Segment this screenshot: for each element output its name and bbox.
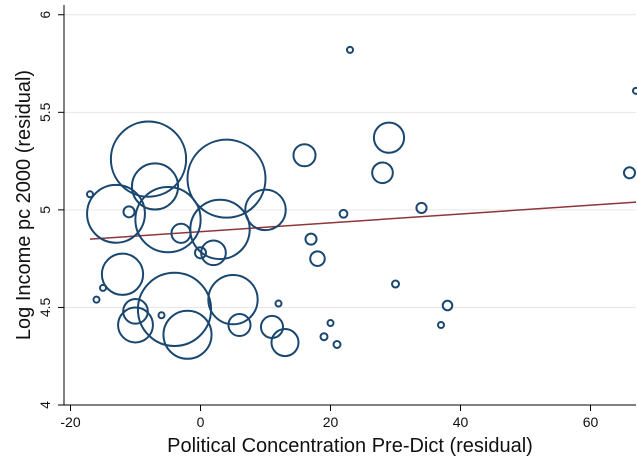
data-point <box>86 183 146 244</box>
data-point <box>92 295 101 304</box>
y-tick-label: 6 <box>37 11 53 19</box>
data-point <box>441 299 454 312</box>
data-point <box>134 186 202 254</box>
data-point <box>622 166 637 180</box>
data-point <box>244 188 287 232</box>
x-tick-label: 60 <box>583 414 599 430</box>
data-point <box>259 314 285 339</box>
data-point <box>326 319 335 328</box>
data-point <box>437 321 445 329</box>
data-point <box>162 309 213 360</box>
data-point <box>270 328 300 358</box>
x-axis-title: Political Concentration Pre-Dict (residu… <box>167 435 533 457</box>
data-point <box>227 312 252 338</box>
x-tick-label: -20 <box>60 414 80 430</box>
x-tick-label: 0 <box>197 414 205 430</box>
data-point <box>309 250 326 267</box>
data-point <box>157 311 166 320</box>
data-point <box>332 340 342 350</box>
data-point <box>632 86 637 95</box>
data-point <box>200 239 227 267</box>
y-tick-label: 5.5 <box>37 102 53 122</box>
data-point <box>338 208 349 219</box>
data-point <box>371 161 394 185</box>
data-point <box>109 120 188 198</box>
data-point <box>117 306 154 344</box>
y-tick-label: 5 <box>37 206 53 214</box>
data-point <box>193 246 208 260</box>
data-point <box>207 273 259 326</box>
data-point <box>319 332 329 342</box>
data-point <box>274 299 283 308</box>
data-point <box>372 121 406 154</box>
data-points <box>86 45 637 360</box>
data-point <box>415 201 428 215</box>
data-point <box>170 222 192 244</box>
data-point <box>86 190 94 199</box>
data-point <box>122 205 136 219</box>
data-point <box>391 279 400 289</box>
data-point <box>122 298 149 325</box>
data-point <box>130 162 180 211</box>
x-tick-label: 20 <box>323 414 339 430</box>
data-point <box>304 232 318 246</box>
data-point <box>186 138 267 219</box>
y-tick-label: 4.5 <box>37 297 53 317</box>
fit-line-layer <box>89 201 637 240</box>
fit-line <box>89 201 637 240</box>
data-point <box>292 143 317 168</box>
y-tick-label: 4 <box>37 401 53 409</box>
data-point <box>100 252 145 296</box>
data-point <box>99 283 107 292</box>
y-axis-title: Log Income pc 2000 (residual) <box>13 70 35 340</box>
data-point <box>346 45 354 54</box>
axes: -20 0 20 40 60 4 4.5 5 5.5 6 <box>37 5 636 430</box>
x-tick-label: 40 <box>453 414 469 430</box>
